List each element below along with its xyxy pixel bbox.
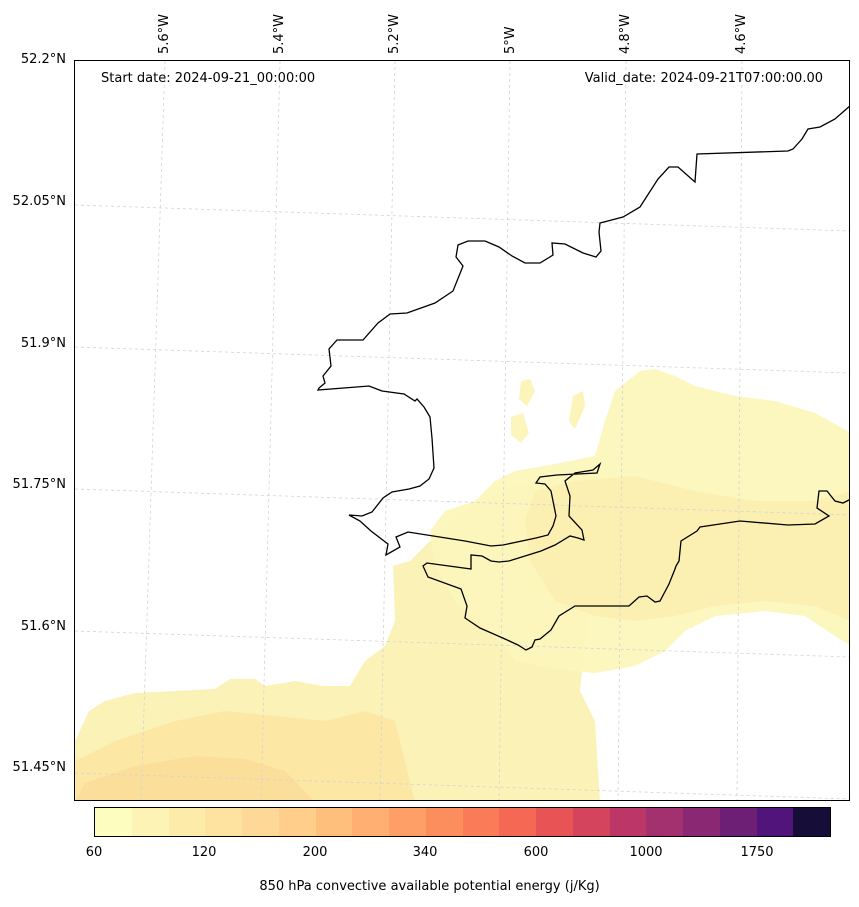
colorbar-segment — [793, 808, 830, 836]
colorbar-tick-60: 60 — [85, 845, 103, 860]
cape-cell-3 — [511, 413, 529, 443]
colorbar — [94, 807, 831, 837]
colorbar-tick-1750: 1750 — [740, 845, 774, 860]
colorbar-segment — [389, 808, 426, 836]
lat-label-51-75: 51.75°N — [12, 477, 66, 492]
colorbar-segment — [462, 808, 500, 836]
colorbar-segment — [131, 808, 169, 836]
cape-cell-1 — [519, 379, 535, 406]
colorbar-segment — [719, 808, 757, 836]
lon-label-5-4w: 5.4°W — [272, 13, 287, 54]
colorbar-segment — [756, 808, 794, 836]
cape-map — [75, 61, 849, 800]
colorbar-segment — [572, 808, 610, 836]
colorbar-segment — [315, 808, 353, 836]
colorbar-tick-1000: 1000 — [629, 845, 663, 860]
colorbar-segment — [168, 808, 206, 836]
lat-label-52-05: 52.05°N — [12, 194, 66, 209]
colorbar-tick-340: 340 — [412, 845, 438, 860]
map-panel: Start date: 2024-09-21_00:00:00 Valid_da… — [74, 60, 850, 801]
start-date-label: Start date: 2024-09-21_00:00:00 — [101, 71, 316, 86]
colorbar-segment — [646, 808, 683, 836]
lon-label-5-6w: 5.6°W — [157, 13, 172, 54]
colorbar-tick-200: 200 — [302, 845, 328, 860]
lon-label-5w: 5°W — [503, 26, 518, 54]
colorbar-tick-120: 120 — [191, 845, 217, 860]
lon-label-4-8w: 4.8°W — [618, 13, 633, 54]
lat-label-51-9: 51.9°N — [20, 336, 66, 351]
colorbar-segment — [425, 808, 463, 836]
colorbar-segment — [278, 808, 316, 836]
colorbar-segment — [683, 808, 720, 836]
coastline — [316, 105, 849, 651]
colorbar-segment — [499, 808, 536, 836]
lat-label-51-45: 51.45°N — [12, 760, 66, 775]
colorbar-segment — [536, 808, 573, 836]
colorbar-segment — [242, 808, 279, 836]
colorbar-segment — [95, 808, 132, 836]
cape-field-east-core — [525, 476, 849, 621]
valid-date-label: Valid_date: 2024-09-21T07:00:00.00 — [584, 71, 823, 86]
colorbar-segment — [352, 808, 389, 836]
cape-cell-2 — [569, 391, 585, 429]
colorbar-segment — [205, 808, 242, 836]
lon-label-5-2w: 5.2°W — [387, 13, 402, 54]
lat-label-52-2: 52.2°N — [20, 52, 66, 67]
colorbar-tick-600: 600 — [523, 845, 549, 860]
cape-field-southwest-peak — [76, 756, 314, 800]
lat-label-51-6: 51.6°N — [20, 619, 66, 634]
lon-label-4-6w: 4.6°W — [734, 13, 749, 54]
colorbar-segment — [609, 808, 647, 836]
colorbar-label: 850 hPa convective available potential e… — [259, 879, 600, 894]
